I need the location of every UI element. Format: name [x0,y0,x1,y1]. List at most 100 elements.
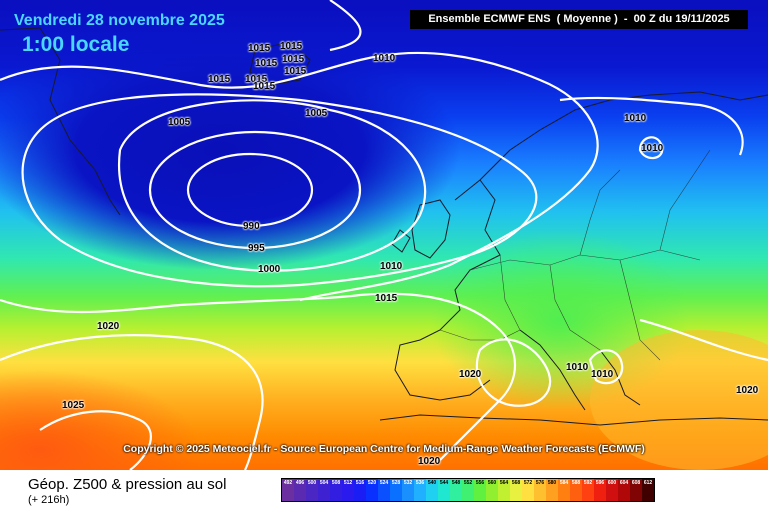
isobar-1020-east [639,318,768,362]
isobar-label: 1010 [591,369,614,380]
scale-label: 600 [607,480,617,486]
greenland-coast [0,27,121,216]
isobar-label: 1005 [305,108,328,119]
scale-label: 548 [451,480,461,486]
scale-swatch: 612 [642,479,654,501]
scale-swatch: 576 [534,479,546,501]
isobar-label: 1015 [282,54,305,65]
scale-swatch: 572 [522,479,534,501]
scale-swatch: 592 [582,479,594,501]
scale-label: 596 [595,480,605,486]
italy-coast [519,329,586,411]
iceland-coast [249,41,311,86]
isobar-1010-north-east [559,96,744,156]
border-line [549,264,601,351]
scale-swatch: 500 [306,479,318,501]
scandinavia-coast [454,91,768,201]
copyright-notice: Copyright © 2025 Meteociel.fr - Source E… [123,443,645,455]
scale-label: 508 [331,480,341,486]
east-warm-area [590,330,768,470]
isobar-label: 1015 [248,43,271,54]
geopotential-map [0,0,768,470]
scale-label: 556 [475,480,485,486]
scale-swatch: 604 [618,479,630,501]
scale-label: 572 [523,480,533,486]
scale-swatch: 548 [450,479,462,501]
scale-swatch: 496 [294,479,306,501]
scale-swatch: 584 [558,479,570,501]
scale-label: 576 [535,480,545,486]
scale-swatch: 552 [462,479,474,501]
isobar-label: 1015 [280,41,303,52]
scale-swatch: 564 [498,479,510,501]
scale-label: 560 [487,480,497,486]
isobar-1010-adriatic [588,349,624,385]
scale-swatch: 600 [606,479,618,501]
scale-swatch: 532 [402,479,414,501]
scale-label: 580 [547,480,557,486]
isobar-label: 1015 [208,74,231,85]
isobar-label: 995 [248,243,265,254]
scale-swatch: 492 [282,479,294,501]
isobar-995 [148,130,362,250]
scale-swatch: 516 [354,479,366,501]
scale-label: 492 [283,480,293,486]
scale-swatch: 524 [378,479,390,501]
isobar-label: 1015 [245,74,268,85]
scale-swatch: 588 [570,479,582,501]
isobar-label: 1015 [375,293,398,304]
scale-label: 584 [559,480,569,486]
forecast-date: Vendredi 28 novembre 2025 [14,12,225,29]
scale-label: 612 [643,480,653,486]
parameter-title: Géop. Z500 & pression au sol [28,476,227,493]
border-line [439,329,521,341]
scale-label: 528 [391,480,401,486]
isobar-label: 1000 [258,264,281,275]
isobar-label: 990 [243,221,260,232]
isobar-990 [186,152,314,228]
isobar-label: 1005 [168,117,191,128]
isobar-1010-finland [638,136,664,160]
scale-swatch: 504 [318,479,330,501]
isobar-label: 1015 [253,81,276,92]
isobar-1020-west [0,334,264,470]
isobar-1010 [0,51,599,302]
scale-label: 536 [415,480,425,486]
border-line [619,259,661,361]
scale-label: 544 [439,480,449,486]
isobar-label: 1010 [373,53,396,64]
isobar-1015 [0,292,517,461]
scale-swatch: 556 [474,479,486,501]
scale-label: 524 [379,480,389,486]
scale-label: 604 [619,480,629,486]
scale-label: 540 [427,480,437,486]
scale-swatch: 608 [630,479,642,501]
model-run-label: Ensemble ECMWF ENS ( Moyenne ) - 00 Z du… [410,10,748,29]
scale-label: 592 [583,480,593,486]
isobar-1000 [117,99,427,272]
scale-swatch: 520 [366,479,378,501]
border-line [499,254,521,331]
scale-label: 496 [295,480,305,486]
isobar-label: 1010 [566,362,589,373]
scale-swatch: 560 [486,479,498,501]
scale-label: 500 [307,480,317,486]
isobar-label: 1025 [62,400,85,411]
isobar-1005 [21,93,538,288]
scale-swatch: 540 [426,479,438,501]
north-africa-coast [379,414,768,426]
british-isles-coast [391,199,451,259]
scale-label: 588 [571,480,581,486]
isobar-label: 1015 [255,58,278,69]
scale-swatch: 568 [510,479,522,501]
scale-label: 516 [355,480,365,486]
isobar-label: 1010 [624,113,647,124]
low-pressure-core [0,30,460,270]
color-scale: 492 496 500 504 508 512 516 520 524 528 532 536 540 5… [281,478,655,502]
scale-label: 568 [511,480,521,486]
isobar-1025 [39,410,152,470]
balkans-coast [599,349,641,406]
isobar-1010-med [475,338,552,407]
coastlines [0,27,768,426]
scale-swatch: 580 [546,479,558,501]
